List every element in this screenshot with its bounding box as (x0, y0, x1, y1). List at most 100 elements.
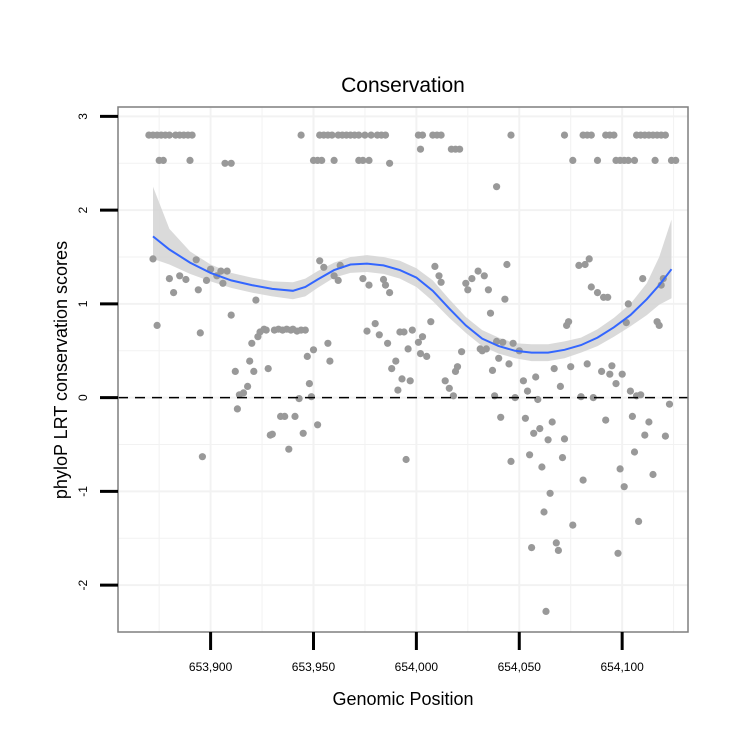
data-point (581, 260, 589, 269)
data-point (307, 393, 315, 401)
data-point (497, 413, 505, 421)
data-point (602, 416, 610, 424)
data-point (437, 131, 445, 139)
y-axis-label: phyloP LRT conservation scores (51, 241, 71, 499)
data-point (544, 436, 552, 444)
data-point (505, 360, 513, 368)
data-point (326, 357, 334, 365)
chart-title: Conservation (341, 74, 465, 97)
data-point (328, 131, 336, 139)
data-point (330, 156, 338, 164)
data-point (556, 382, 565, 390)
data-point (365, 281, 373, 289)
data-point (355, 131, 363, 139)
data-point (610, 131, 618, 139)
data-point (453, 363, 462, 371)
confidence-band (153, 186, 672, 362)
data-point (587, 283, 595, 291)
x-tick-label: 653,900 (189, 660, 233, 674)
data-point (445, 384, 453, 392)
data-point (569, 156, 577, 164)
data-point (649, 470, 657, 479)
data-point (437, 278, 445, 286)
data-point (456, 145, 464, 153)
data-point (248, 339, 256, 347)
data-point (198, 453, 206, 461)
data-point (359, 156, 367, 164)
data-point (519, 377, 528, 385)
data-point (386, 289, 394, 297)
data-point (507, 457, 515, 465)
data-point (381, 281, 390, 289)
data-point (612, 380, 620, 388)
data-point (635, 517, 643, 526)
data-point (639, 275, 647, 283)
data-point (404, 345, 412, 353)
data-point (495, 354, 503, 362)
data-point (661, 432, 670, 440)
data-point (367, 131, 375, 139)
data-point (384, 339, 392, 347)
data-point (431, 262, 439, 270)
data-point (672, 156, 680, 164)
data-point (221, 159, 229, 167)
data-point (608, 362, 616, 370)
data-point (468, 275, 476, 283)
data-point (394, 386, 402, 394)
x-tick-label: 654,050 (498, 660, 542, 674)
data-point (170, 289, 178, 297)
data-point (499, 338, 507, 346)
data-point (655, 321, 663, 329)
data-point (188, 131, 196, 139)
data-point (628, 412, 637, 420)
data-point (536, 425, 544, 433)
data-point (630, 448, 639, 456)
data-point (418, 131, 427, 139)
data-point (244, 382, 252, 390)
data-point (291, 412, 299, 420)
data-point (552, 539, 560, 547)
data-point (285, 445, 293, 453)
y-tick-label: -1 (76, 486, 90, 497)
data-point (250, 367, 258, 375)
data-point (414, 338, 422, 346)
data-point (482, 345, 490, 353)
x-axis-label: Genomic Position (332, 689, 473, 709)
data-point (501, 295, 509, 303)
data-point (219, 279, 227, 287)
data-point (400, 328, 408, 336)
data-point (523, 387, 532, 395)
data-point (406, 377, 414, 385)
data-point (262, 326, 270, 334)
data-point (233, 405, 241, 413)
data-point (416, 350, 425, 358)
data-point (637, 391, 645, 399)
data-point (542, 607, 550, 616)
data-point (408, 326, 416, 334)
data-point (320, 263, 328, 271)
y-tick-label: 0 (76, 394, 90, 401)
data-point (530, 429, 538, 437)
data-point (622, 319, 630, 327)
data-point (560, 131, 569, 139)
data-point (579, 476, 587, 484)
smooth-line (152, 235, 673, 354)
data-point (488, 366, 497, 374)
data-point (316, 257, 324, 265)
data-point (587, 131, 595, 139)
data-point (616, 465, 624, 473)
data-point (153, 321, 161, 329)
data-point (458, 348, 466, 356)
panel-border (117, 106, 689, 633)
data-point (554, 546, 563, 555)
data-point (330, 272, 338, 280)
data-point (618, 370, 626, 378)
data-point (540, 508, 548, 516)
data-point (521, 414, 530, 422)
data-point (486, 309, 495, 317)
data-point (526, 451, 534, 459)
data-point (546, 489, 554, 497)
data-point (620, 483, 628, 491)
data-point (550, 365, 558, 373)
